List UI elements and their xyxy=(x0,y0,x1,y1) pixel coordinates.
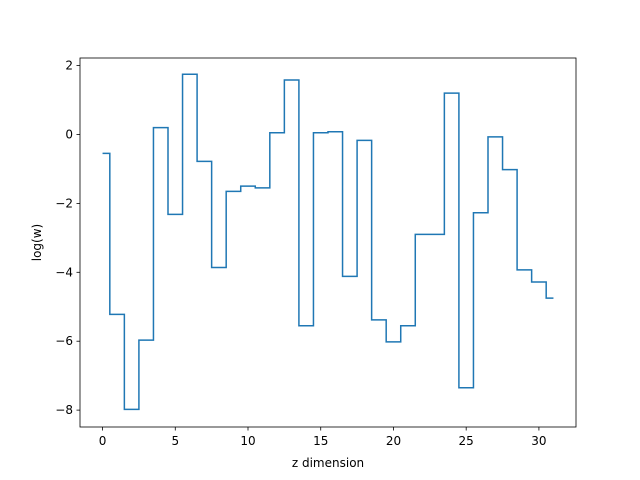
x-tick-label: 15 xyxy=(313,434,328,448)
plot-area xyxy=(102,73,554,411)
x-tick-label: 5 xyxy=(171,434,179,448)
axes-frame xyxy=(79,57,577,428)
x-tick-label: 20 xyxy=(386,434,401,448)
y-tick-label: −8 xyxy=(55,403,73,417)
x-tick-label: 25 xyxy=(459,434,474,448)
y-tick-label: 2 xyxy=(65,59,73,73)
y-axis-ticks: −8 −6 −4 −2 0 2 xyxy=(55,59,80,417)
y-tick-label: 0 xyxy=(65,127,73,141)
series-step-line xyxy=(102,73,554,411)
y-tick-label: −2 xyxy=(55,196,73,210)
x-tick-label: 0 xyxy=(99,434,107,448)
y-tick-label: −6 xyxy=(55,334,73,348)
x-axis-label: z dimension xyxy=(292,456,364,470)
y-tick-label: −4 xyxy=(55,265,73,279)
x-tick-label: 30 xyxy=(531,434,546,448)
x-tick-label: 10 xyxy=(240,434,255,448)
y-axis-label: log(w) xyxy=(30,224,44,261)
x-axis-ticks: 0 5 10 15 20 25 30 xyxy=(99,427,547,448)
